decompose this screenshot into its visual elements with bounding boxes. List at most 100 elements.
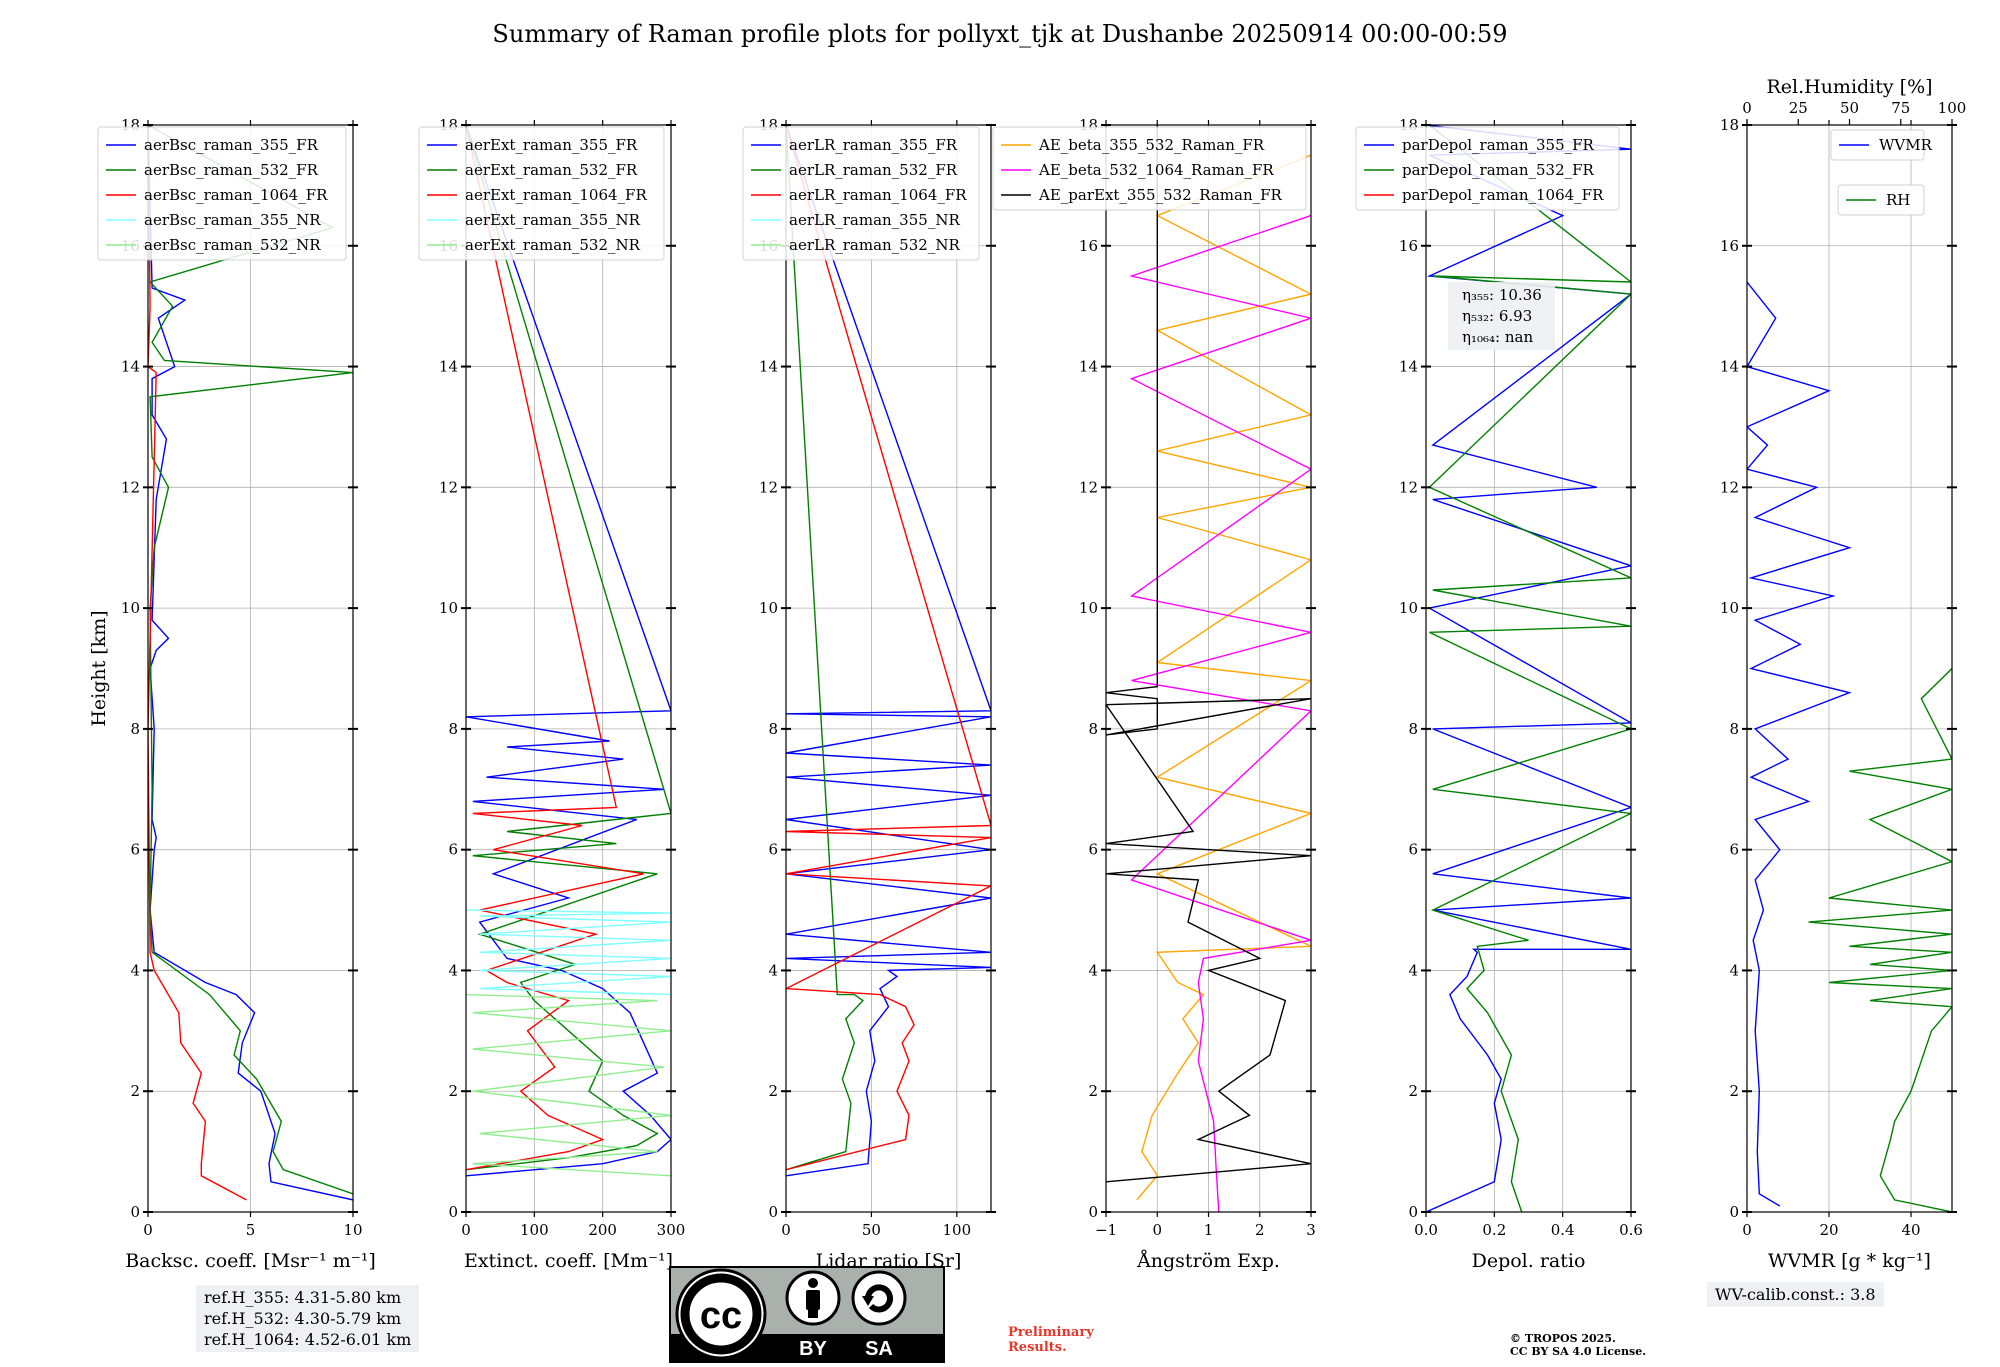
axes-frame [1425, 124, 1632, 1213]
y-tick-label: 10 [759, 599, 778, 617]
eta-label: η₃₅₅: 10.36 [1462, 286, 1542, 304]
y-tick-label: 10 [121, 599, 140, 617]
legend-box [1355, 126, 1620, 211]
x2-tick-label: 100 [1938, 99, 1967, 117]
eta-box [1448, 282, 1555, 350]
y-tick-label: 6 [448, 841, 458, 859]
series-AE_beta_532_1064_Raman_FR [1129, 214, 1311, 1212]
y-tick-label: 0 [768, 1203, 778, 1221]
eta-label: η₅₃₂: 6.93 [1462, 307, 1532, 325]
x-tick-label: 0.4 [1551, 1221, 1575, 1239]
y-tick-label: 14 [1399, 358, 1418, 376]
eta-label: η₁₀₆₄: nan [1462, 328, 1533, 346]
legend-box [992, 126, 1307, 211]
series-group [1426, 125, 1631, 1212]
series-parDepol_raman_532_FR [1428, 125, 1631, 1212]
legend-label: parDepol_raman_532_FR [1402, 161, 1595, 179]
y-tick-label: 14 [1720, 358, 1739, 376]
series-RH [1808, 668, 1952, 1212]
y-tick-label: 8 [1088, 720, 1098, 738]
y-tick-label: 14 [759, 358, 778, 376]
legend-box [97, 126, 347, 261]
legend-box [1837, 184, 1925, 216]
y-tick-label: 18 [1720, 116, 1739, 134]
legend-label: aerBsc_raman_355_NR [144, 211, 321, 229]
axes-frame [1746, 124, 1953, 1213]
by-text: BY [799, 1338, 827, 1360]
legend-label: aerExt_raman_1064_FR [465, 186, 647, 204]
series-aerBsc_raman_1064_FR [148, 125, 247, 1201]
series-aerExt_raman_1064_FR [466, 125, 644, 1171]
preliminary-line1: Preliminary [1008, 1325, 1094, 1340]
y-tick-label: 4 [1729, 961, 1739, 979]
y-tick-label: 0 [1088, 1203, 1098, 1221]
axes-frame [465, 124, 672, 1213]
sa-text: SA [865, 1338, 893, 1360]
legend-label: aerLR_raman_1064_FR [789, 186, 967, 204]
x-axis-label: Backsc. coeff. [Msr⁻¹ m⁻¹] [125, 1250, 376, 1272]
cc-license-logo: cc BY SA [669, 1266, 945, 1363]
y-tick-label: 12 [439, 478, 458, 496]
y-tick-label: 6 [1088, 841, 1098, 859]
legend-label: aerBsc_raman_355_FR [144, 136, 319, 154]
copyright-note: © TROPOS 2025. CC BY SA 4.0 License. [1510, 1332, 1646, 1358]
x-tick-label: 100 [943, 1221, 972, 1239]
x-tick-label: 0 [781, 1221, 791, 1239]
y-tick-label: 6 [1408, 841, 1418, 859]
legend-label: aerBsc_raman_532_NR [144, 236, 321, 254]
y-tick-label: 2 [768, 1082, 778, 1100]
legend-label: aerExt_raman_532_NR [465, 236, 641, 254]
y-tick-label: 8 [1408, 720, 1418, 738]
series-group [1106, 125, 1311, 1212]
legend-label: AE_parExt_355_532_Raman_FR [1038, 186, 1283, 204]
y-tick-label: 4 [130, 961, 140, 979]
legend-label: aerLR_raman_355_NR [789, 211, 960, 229]
y-tick-label: 10 [1079, 599, 1098, 617]
legend-label: aerBsc_raman_1064_FR [144, 186, 328, 204]
legend-label: parDepol_raman_1064_FR [1402, 186, 1604, 204]
x-tick-label: 20 [1819, 1221, 1838, 1239]
x-axis-label: Ångström Exp. [1136, 1250, 1280, 1272]
series-aerLR_raman_532_FR [786, 125, 864, 1171]
y-tick-label: 0 [1729, 1203, 1739, 1221]
legend-label: aerLR_raman_355_FR [789, 136, 958, 154]
y-tick-label: 12 [1399, 478, 1418, 496]
ref-height-355: ref.H_355: 4.31-5.80 km [204, 1288, 402, 1307]
y-tick-label: 4 [1088, 961, 1098, 979]
y-tick-label: 4 [768, 961, 778, 979]
legend-box [742, 126, 980, 261]
y-tick-label: 10 [1399, 599, 1418, 617]
x2-tick-label: 0 [1742, 99, 1752, 117]
y-tick-label: 8 [768, 720, 778, 738]
x-tick-label: 0 [1152, 1221, 1162, 1239]
cc-text: cc [700, 1295, 742, 1337]
y-tick-label: 0 [1408, 1203, 1418, 1221]
y-tick-label: 0 [130, 1203, 140, 1221]
series-group [786, 125, 991, 1177]
axes-frame [785, 124, 992, 1213]
series-group [466, 125, 671, 1177]
legend-box [418, 126, 665, 261]
x-tick-label: 100 [520, 1221, 549, 1239]
x-tick-label: 10 [343, 1221, 362, 1239]
legend-label-RH: RH [1886, 191, 1910, 209]
wv-calibration-box: WV-calib.const.: 3.8 [1707, 1282, 1884, 1307]
y-tick-label: 12 [1720, 478, 1739, 496]
figure-title: Summary of Raman profile plots for polly… [492, 20, 1508, 48]
y-tick-label: 2 [1729, 1082, 1739, 1100]
x2-tick-label: 75 [1891, 99, 1910, 117]
series-aerLR_raman_355_FR [786, 125, 991, 1177]
y-tick-label: 14 [1079, 358, 1098, 376]
x-tick-label: 40 [1901, 1221, 1920, 1239]
y-tick-label: 2 [1408, 1082, 1418, 1100]
y-tick-label: 6 [1729, 841, 1739, 859]
x-tick-label: 1 [1204, 1221, 1214, 1239]
series-aerExt_raman_532_NR [466, 993, 671, 1177]
y-tick-label: 4 [1408, 961, 1418, 979]
series-aerExt_raman_532_FR [466, 125, 671, 1171]
x-tick-label: 0 [461, 1221, 471, 1239]
y-tick-label: 8 [448, 720, 458, 738]
